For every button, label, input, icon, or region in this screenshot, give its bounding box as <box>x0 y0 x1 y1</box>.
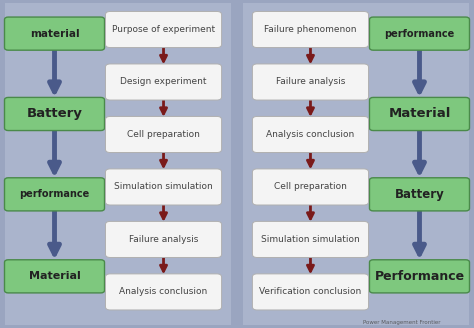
FancyBboxPatch shape <box>105 221 221 257</box>
FancyBboxPatch shape <box>5 97 104 131</box>
Text: Simulation simulation: Simulation simulation <box>261 235 360 244</box>
Text: Cell preparation: Cell preparation <box>274 182 347 192</box>
Text: Verification conclusion: Verification conclusion <box>259 287 362 297</box>
FancyBboxPatch shape <box>5 3 232 325</box>
Text: Material: Material <box>388 108 451 120</box>
FancyBboxPatch shape <box>252 11 368 48</box>
Text: Performance: Performance <box>374 270 465 283</box>
Text: Analysis conclusion: Analysis conclusion <box>119 287 208 297</box>
Text: Failure analysis: Failure analysis <box>276 77 345 87</box>
Text: Failure analysis: Failure analysis <box>129 235 198 244</box>
FancyBboxPatch shape <box>5 17 104 50</box>
FancyBboxPatch shape <box>105 64 221 100</box>
FancyBboxPatch shape <box>252 64 368 100</box>
Text: performance: performance <box>384 29 455 39</box>
FancyBboxPatch shape <box>231 3 243 325</box>
Text: Power Management Frontier: Power Management Frontier <box>363 320 441 325</box>
FancyBboxPatch shape <box>252 274 368 310</box>
FancyBboxPatch shape <box>370 178 469 211</box>
FancyBboxPatch shape <box>370 260 469 293</box>
FancyBboxPatch shape <box>370 97 469 131</box>
Text: Simulation simulation: Simulation simulation <box>114 182 213 192</box>
FancyBboxPatch shape <box>5 260 104 293</box>
Text: Purpose of experiment: Purpose of experiment <box>112 25 215 34</box>
FancyBboxPatch shape <box>105 274 221 310</box>
Text: Analysis conclusion: Analysis conclusion <box>266 130 355 139</box>
FancyBboxPatch shape <box>5 178 104 211</box>
Text: material: material <box>30 29 79 39</box>
FancyBboxPatch shape <box>252 169 368 205</box>
Text: Material: Material <box>28 271 81 281</box>
FancyBboxPatch shape <box>105 116 221 153</box>
FancyBboxPatch shape <box>242 3 469 325</box>
Text: Battery: Battery <box>395 188 444 201</box>
Text: Design experiment: Design experiment <box>120 77 207 87</box>
Text: Failure phenomenon: Failure phenomenon <box>264 25 357 34</box>
FancyBboxPatch shape <box>252 221 368 257</box>
FancyBboxPatch shape <box>105 169 221 205</box>
FancyBboxPatch shape <box>105 11 221 48</box>
Text: Cell preparation: Cell preparation <box>127 130 200 139</box>
FancyBboxPatch shape <box>370 17 469 50</box>
Text: performance: performance <box>19 189 90 199</box>
FancyBboxPatch shape <box>252 116 368 153</box>
Text: Battery: Battery <box>27 108 82 120</box>
